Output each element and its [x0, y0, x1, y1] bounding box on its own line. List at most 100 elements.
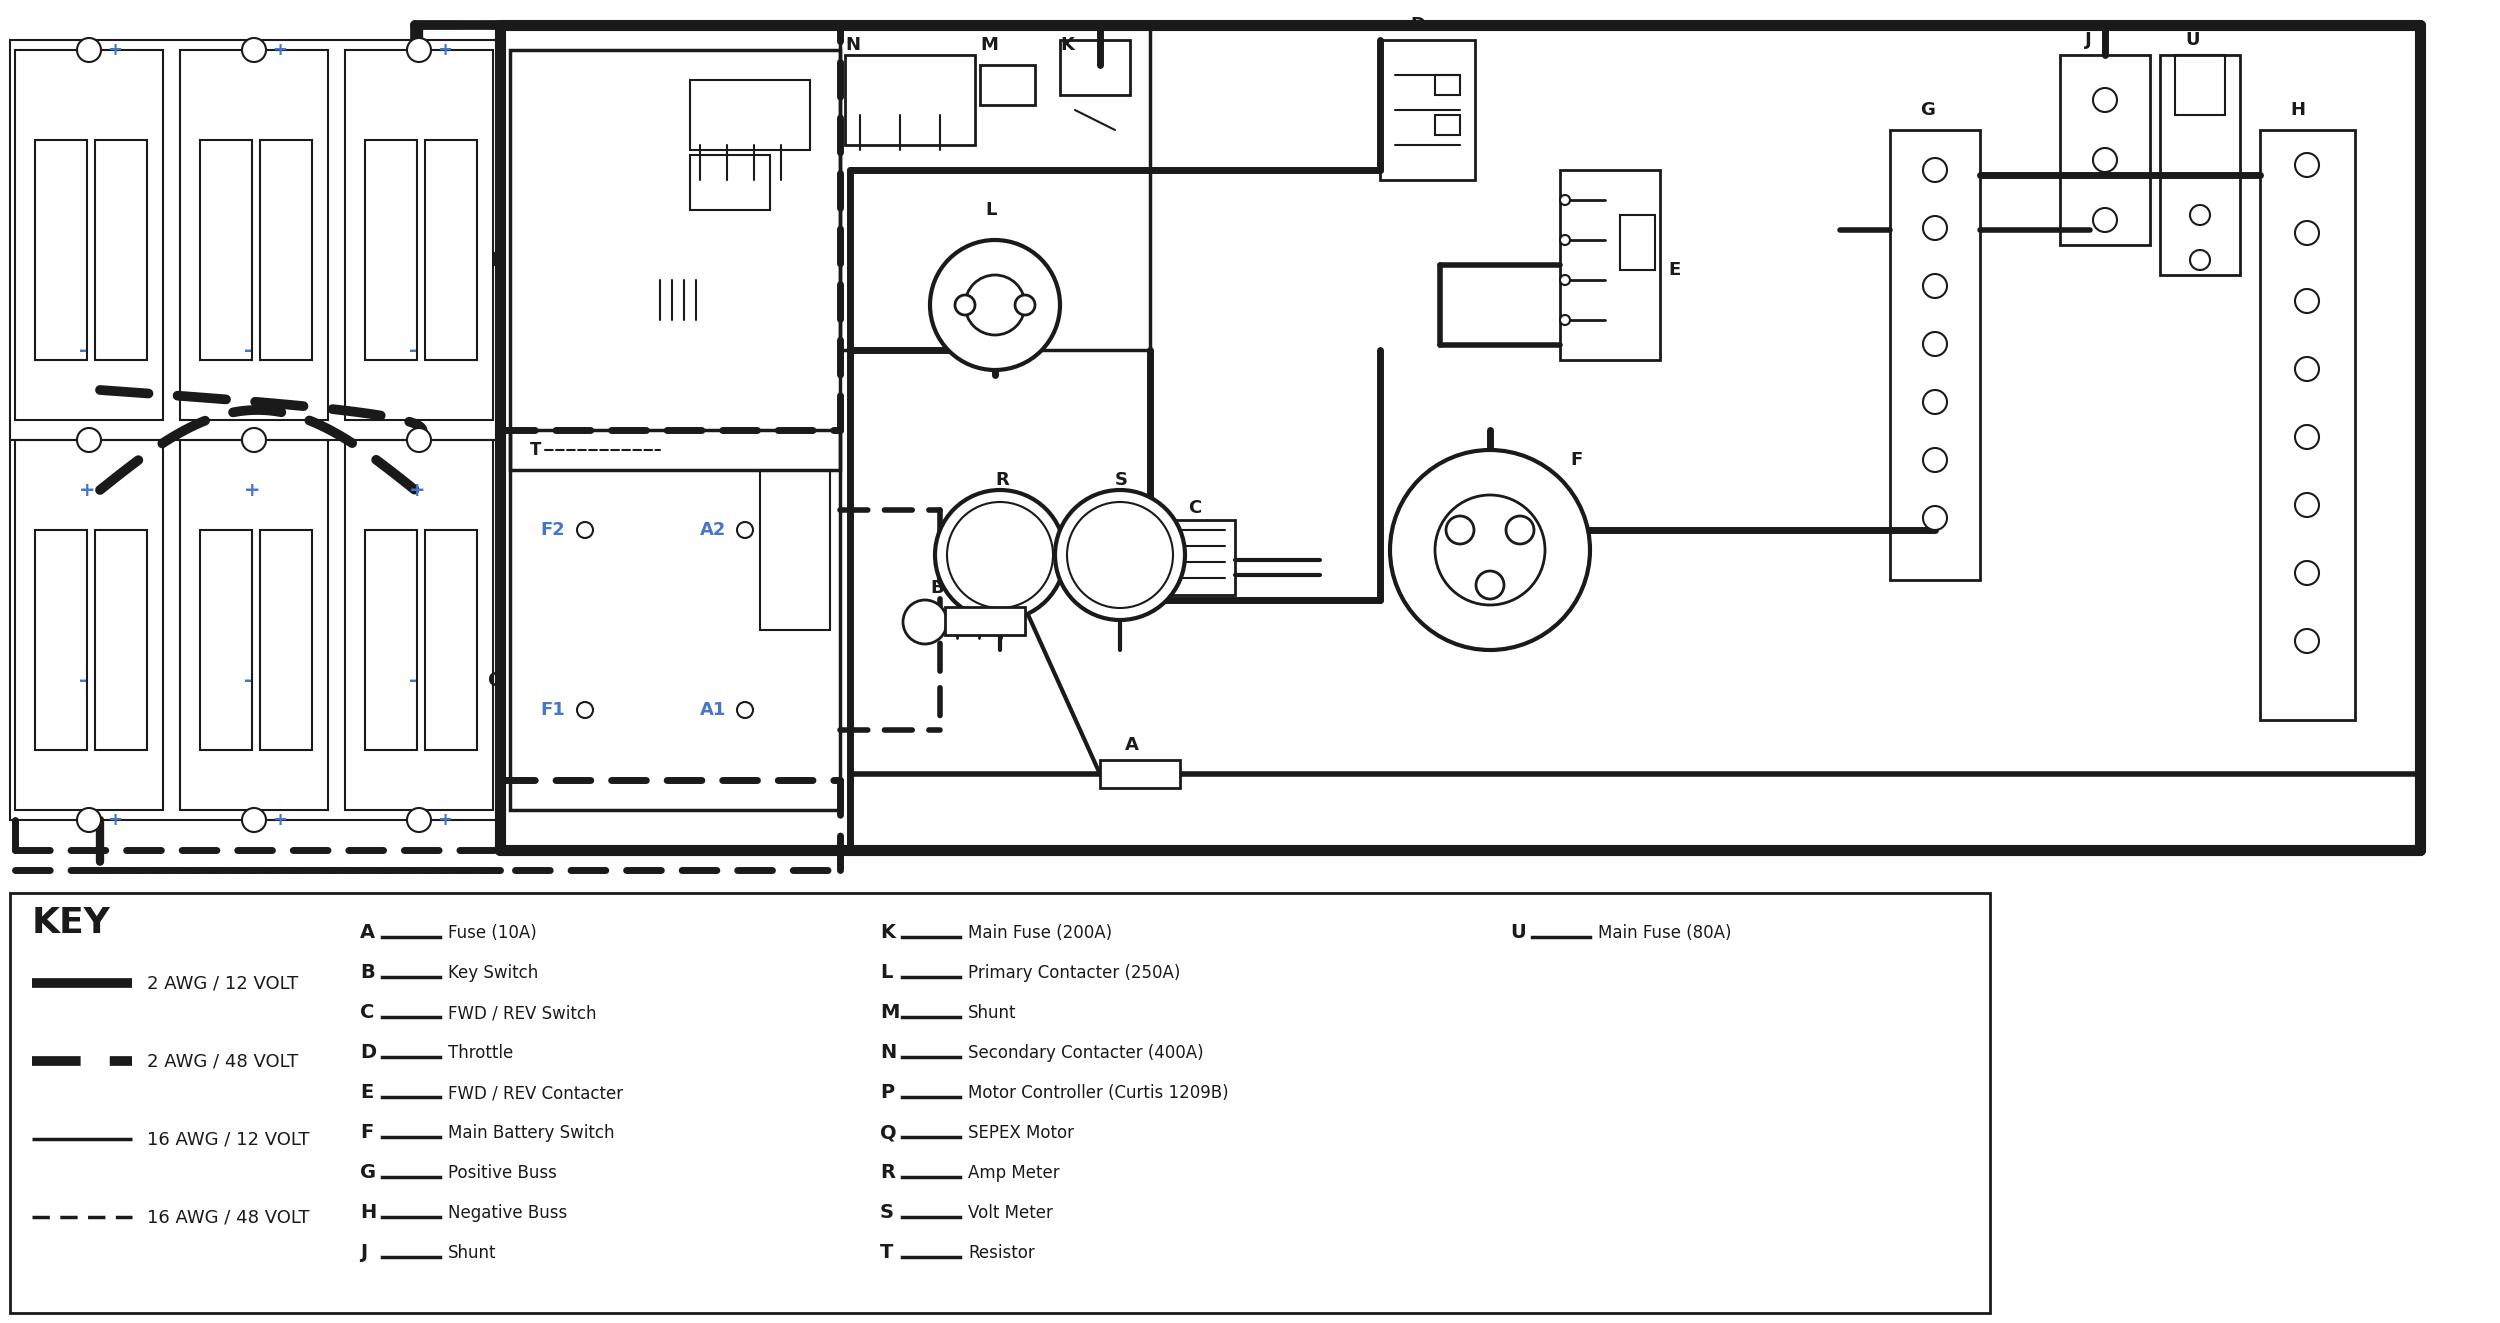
Circle shape — [948, 501, 1052, 609]
Text: A2: A2 — [700, 521, 728, 538]
Circle shape — [78, 429, 100, 452]
Bar — [200, 531, 252, 750]
Circle shape — [1922, 157, 1948, 183]
Text: +: + — [80, 480, 95, 500]
Text: -: - — [410, 340, 418, 360]
Text: J: J — [360, 1244, 368, 1262]
Bar — [180, 50, 328, 419]
Text: N: N — [845, 36, 860, 54]
Bar — [200, 140, 252, 360]
Text: D: D — [1410, 16, 1425, 34]
Text: C: C — [1188, 499, 1202, 517]
Text: 2 AWG / 12 VOLT: 2 AWG / 12 VOLT — [148, 974, 298, 992]
Circle shape — [1390, 450, 1590, 650]
Text: R: R — [880, 1163, 895, 1183]
Text: -: - — [80, 671, 88, 689]
Circle shape — [2295, 221, 2320, 245]
Circle shape — [78, 38, 100, 62]
Circle shape — [1435, 495, 1545, 605]
Text: Main Fuse (200A): Main Fuse (200A) — [968, 923, 1112, 942]
Circle shape — [242, 429, 265, 452]
Text: T: T — [530, 441, 542, 459]
Circle shape — [738, 703, 752, 718]
Bar — [840, 25, 1150, 351]
Text: Positive Buss: Positive Buss — [448, 1164, 558, 1181]
Text: N: N — [880, 1044, 898, 1062]
Circle shape — [1068, 501, 1172, 609]
Bar — [1560, 169, 1660, 360]
Text: P: P — [490, 250, 505, 270]
Text: KEY: KEY — [32, 906, 110, 941]
Circle shape — [1922, 332, 1948, 356]
Text: Main Fuse (80A): Main Fuse (80A) — [1598, 923, 1732, 942]
Text: +: + — [107, 41, 122, 60]
Text: K: K — [880, 923, 895, 942]
Bar — [1170, 520, 1235, 595]
Text: +: + — [245, 480, 260, 500]
Text: +: + — [272, 41, 288, 60]
Circle shape — [1922, 505, 1948, 531]
Text: M: M — [980, 36, 998, 54]
Text: S: S — [880, 1204, 895, 1222]
Text: T: T — [880, 1244, 892, 1262]
Circle shape — [738, 523, 752, 538]
Bar — [845, 56, 975, 146]
Bar — [425, 140, 478, 360]
Text: FWD / REV Contacter: FWD / REV Contacter — [448, 1084, 622, 1102]
Text: 16 AWG / 12 VOLT: 16 AWG / 12 VOLT — [148, 1130, 310, 1148]
Bar — [365, 531, 418, 750]
Text: P: P — [880, 1084, 895, 1102]
Circle shape — [1922, 216, 1948, 239]
Circle shape — [1560, 235, 1570, 245]
Bar — [425, 531, 478, 750]
Circle shape — [1445, 516, 1475, 544]
Bar — [95, 531, 148, 750]
Circle shape — [78, 808, 100, 832]
Bar — [2160, 56, 2240, 275]
Circle shape — [2295, 561, 2320, 585]
Circle shape — [930, 239, 1060, 370]
Text: Amp Meter: Amp Meter — [968, 1164, 1060, 1181]
Text: R: R — [995, 471, 1010, 490]
Bar — [1380, 40, 1475, 180]
Bar — [690, 79, 810, 149]
Bar — [10, 40, 500, 820]
Bar — [1435, 75, 1460, 95]
Text: A: A — [360, 923, 375, 942]
Circle shape — [1922, 274, 1948, 298]
Text: Main Battery Switch: Main Battery Switch — [448, 1125, 615, 1142]
Text: G: G — [1920, 101, 1935, 119]
Circle shape — [2295, 288, 2320, 314]
Bar — [10, 893, 1990, 1312]
Text: +: + — [438, 811, 452, 830]
Text: E: E — [1668, 261, 1680, 279]
Circle shape — [2092, 208, 2118, 232]
Text: G: G — [360, 1163, 375, 1183]
Circle shape — [408, 38, 430, 62]
Text: Key Switch: Key Switch — [448, 964, 538, 982]
Text: SEPEX Motor: SEPEX Motor — [968, 1125, 1075, 1142]
Bar — [2260, 130, 2355, 720]
Text: F2: F2 — [540, 521, 565, 538]
Text: Negative Buss: Negative Buss — [448, 1204, 568, 1222]
Circle shape — [1475, 572, 1505, 599]
Text: 16 AWG / 48 VOLT: 16 AWG / 48 VOLT — [148, 1208, 310, 1226]
Text: -: - — [80, 340, 88, 360]
Bar — [2175, 56, 2225, 115]
Circle shape — [408, 808, 430, 832]
Bar — [95, 140, 148, 360]
Circle shape — [1922, 448, 1948, 472]
Text: F: F — [1570, 451, 1582, 468]
Text: B: B — [360, 963, 375, 983]
Bar — [1060, 40, 1130, 95]
Text: F1: F1 — [540, 701, 565, 718]
Circle shape — [955, 295, 975, 315]
Bar — [35, 140, 88, 360]
Circle shape — [578, 703, 592, 718]
Text: M: M — [880, 1004, 900, 1023]
Text: U: U — [1510, 923, 1525, 942]
Circle shape — [242, 808, 265, 832]
Text: Primary Contacter (250A): Primary Contacter (250A) — [968, 964, 1180, 982]
Bar — [760, 470, 830, 630]
Bar — [260, 140, 312, 360]
